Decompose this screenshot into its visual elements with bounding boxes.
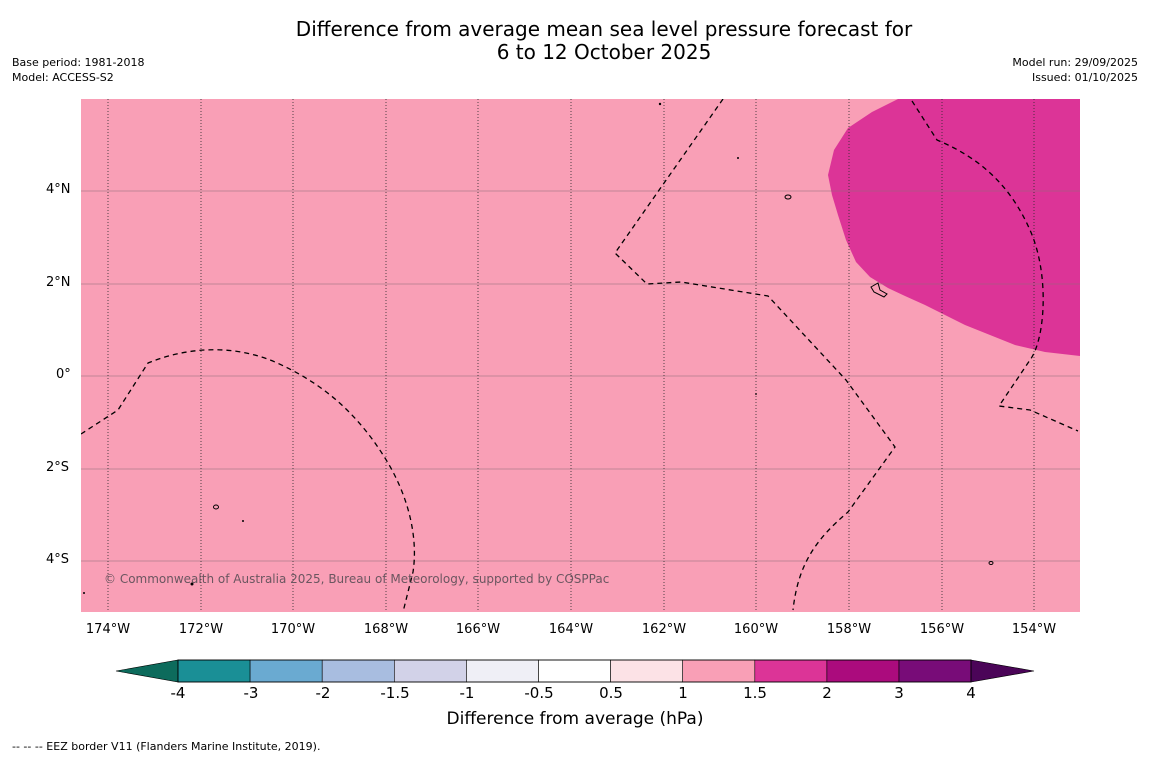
lon-label-170w: 170°W <box>270 622 316 637</box>
lon-label-158w: 158°W <box>826 622 872 637</box>
lon-label-164w: 164°W <box>548 622 594 637</box>
islets <box>83 102 757 594</box>
lon-label-166w: 166°W <box>455 622 501 637</box>
colorbar-label: -2 <box>315 684 331 702</box>
lat-label-2s: 2°S <box>46 460 70 475</box>
colorbar-label: -3 <box>243 684 259 702</box>
colorbar-label: 2 <box>822 684 832 702</box>
model-name: Model: ACCESS-S2 <box>12 71 114 84</box>
colorbar-label: 0.5 <box>599 684 623 702</box>
island <box>784 194 792 200</box>
colorbar-label: -0.5 <box>524 684 554 702</box>
colorbar-extend-high <box>970 659 1035 683</box>
map-area <box>81 99 1080 612</box>
issued-date: Issued: 01/10/2025 <box>1031 71 1138 84</box>
meta-left: Base period: 1981-2018 Model: ACCESS-S2 <box>12 55 144 85</box>
islet <box>737 157 739 159</box>
islet <box>242 520 244 522</box>
colorbar-frame <box>177 659 972 683</box>
islet <box>658 102 662 106</box>
lon-label-168w: 168°W <box>363 622 409 637</box>
eez-border-east <box>911 100 1079 432</box>
island <box>213 504 219 510</box>
base-period: Base period: 1981-2018 <box>12 56 145 69</box>
colorbar-segment <box>249 659 323 683</box>
colorbar-segment <box>754 659 828 683</box>
eez-borders <box>81 99 1079 612</box>
colorbar-extend-low <box>115 659 179 683</box>
eez-border-central <box>614 99 896 611</box>
chart-title: Difference from average mean sea level p… <box>0 18 1150 64</box>
lat-label-0: 0° <box>56 367 71 382</box>
lon-label-154w: 154°W <box>1011 622 1057 637</box>
meta-right: Model run: 29/09/2025 Issued: 01/10/2025 <box>1012 55 1138 85</box>
colorbar-label: -1.5 <box>380 684 410 702</box>
colorbar-segment <box>610 659 683 683</box>
anomaly-field-1.5-to-2 <box>828 99 1080 356</box>
colorbar-segment <box>682 659 756 683</box>
lon-label-160w: 160°W <box>733 622 779 637</box>
colorbar-segment <box>393 659 467 683</box>
colorbar-label: -1 <box>459 684 475 702</box>
island <box>870 282 888 298</box>
islands <box>213 194 994 565</box>
colorbar-label: 4 <box>966 684 976 702</box>
lon-label-156w: 156°W <box>919 622 965 637</box>
eez-legend-note: -- -- -- EEZ border V11 (Flanders Marine… <box>12 740 321 753</box>
lon-label-174w: 174°W <box>85 622 131 637</box>
copyright-credit: © Commonwealth of Australia 2025, Bureau… <box>104 572 610 586</box>
colorbar-title: Difference from average (hPa) <box>446 709 704 729</box>
islet <box>755 393 757 395</box>
colorbar-label: 1 <box>678 684 688 702</box>
colorbar-segment <box>826 659 900 683</box>
colorbar-segment <box>898 659 972 683</box>
lon-label-172w: 172°W <box>178 622 224 637</box>
islet <box>83 592 85 594</box>
island <box>988 561 994 565</box>
islet <box>190 582 194 586</box>
colorbar-segment <box>466 659 539 683</box>
colorbar-label: -4 <box>170 684 186 702</box>
model-run: Model run: 29/09/2025 <box>1012 56 1138 69</box>
lon-label-162w: 162°W <box>641 622 687 637</box>
lat-label-2n: 2°N <box>46 275 71 290</box>
colorbar <box>115 659 1035 683</box>
colorbar-segments <box>177 659 972 683</box>
colorbar-label: 3 <box>894 684 904 702</box>
latitude-gridlines <box>81 190 1080 562</box>
colorbar-segment <box>538 659 611 683</box>
lat-label-4n: 4°N <box>46 182 71 197</box>
colorbar-segment <box>177 659 251 683</box>
colorbar-label: 1.5 <box>743 684 767 702</box>
lat-label-4s: 4°S <box>46 552 70 567</box>
colorbar-segment <box>321 659 395 683</box>
title-line-2: 6 to 12 October 2025 <box>496 40 712 64</box>
title-line-1: Difference from average mean sea level p… <box>295 17 913 41</box>
